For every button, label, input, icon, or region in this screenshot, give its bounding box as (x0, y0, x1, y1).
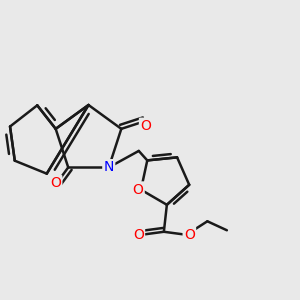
Text: O: O (140, 119, 151, 133)
Text: O: O (133, 183, 143, 197)
Text: O: O (133, 228, 144, 242)
Text: O: O (184, 228, 195, 242)
Text: O: O (50, 176, 61, 190)
Text: N: N (103, 160, 114, 174)
